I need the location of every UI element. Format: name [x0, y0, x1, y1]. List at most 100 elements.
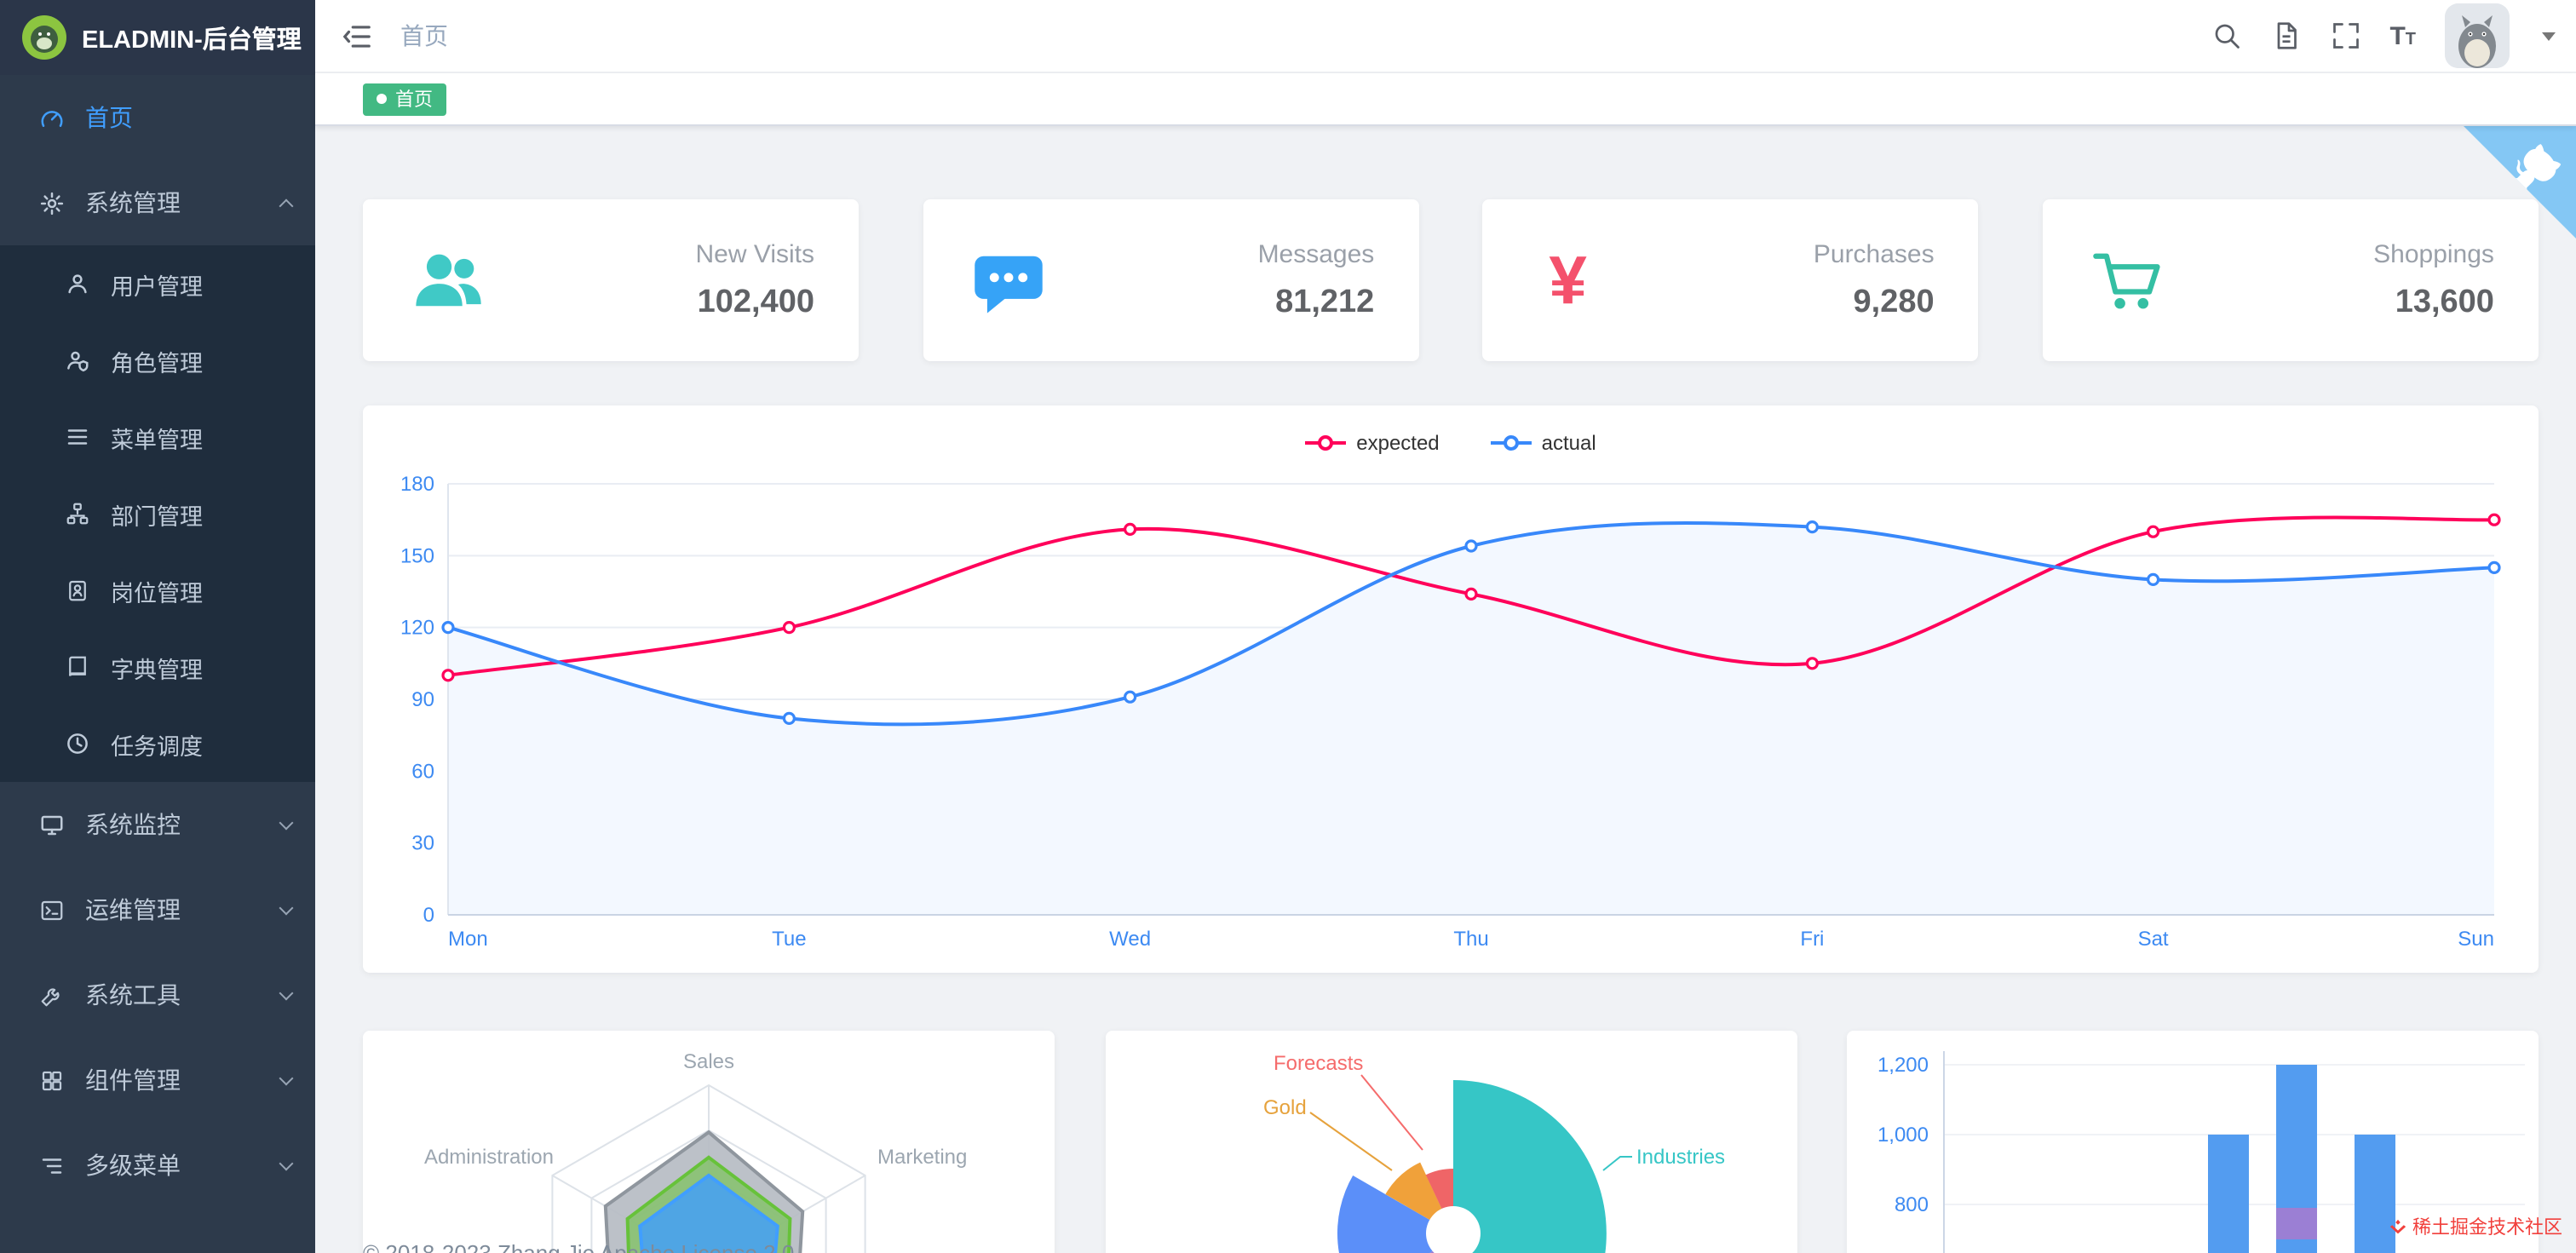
- sidebar-item-home[interactable]: 首页: [0, 75, 315, 160]
- sidebar-item-jobs[interactable]: 岗位管理: [0, 552, 315, 629]
- sidebar: ELADMIN-后台管理 首页 系统管理 用户管理 角色管理: [0, 0, 315, 1253]
- sidebar-menu: 首页 系统管理 用户管理 角色管理 菜单管理: [0, 75, 315, 1253]
- stat-value: 13,600: [2395, 284, 2494, 319]
- legend-label: expected: [1356, 431, 1440, 455]
- svg-text:90: 90: [411, 688, 434, 711]
- caret-down-icon[interactable]: [2542, 32, 2556, 40]
- sidebar-item-label: 多级菜单: [85, 1152, 181, 1179]
- sidebar-item-roles[interactable]: 角色管理: [0, 322, 315, 399]
- sidebar-item-system[interactable]: 系统管理: [0, 160, 315, 245]
- legend-marker-icon: [1305, 441, 1347, 445]
- legend-marker-icon: [1490, 441, 1532, 445]
- department-icon: [66, 503, 89, 525]
- sidebar-item-label: 运维管理: [85, 896, 181, 923]
- pie-chart-card: Forecasts Gold Industries: [1105, 1031, 1797, 1253]
- octocat-arm-icon: [2516, 159, 2524, 175]
- radar-label-administration: Administration: [423, 1145, 554, 1169]
- svg-text:180: 180: [400, 473, 434, 496]
- breadcrumb[interactable]: 首页: [400, 22, 448, 49]
- gear-icon: [40, 191, 64, 215]
- sidebar-item-ops[interactable]: 运维管理: [0, 867, 315, 952]
- svg-text:Sat: Sat: [2138, 928, 2169, 951]
- content-column: 首页 TT 首页: [315, 0, 2576, 1253]
- stat-value: 9,280: [1853, 284, 1935, 319]
- search-icon[interactable]: [2211, 20, 2241, 51]
- yen-glyph: ¥: [1549, 243, 1587, 318]
- stat-card-shoppings[interactable]: Shoppings 13,600: [2042, 199, 2539, 361]
- stat-card-new-visits[interactable]: New Visits 102,400: [363, 199, 859, 361]
- sidebar-item-users[interactable]: 用户管理: [0, 245, 315, 322]
- job-badge-icon: [69, 580, 86, 601]
- bar-chart: 1,200 1,000 800: [1877, 1051, 2525, 1253]
- radar-label-marketing: Marketing: [877, 1145, 968, 1169]
- pie-label-gold: Gold: [1263, 1095, 1307, 1119]
- github-corner-ribbon[interactable]: [2464, 126, 2576, 239]
- stat-card-messages[interactable]: Messages 81,212: [923, 199, 1419, 361]
- stat-value: 102,400: [697, 284, 814, 319]
- active-dot: [377, 94, 387, 104]
- peoples-icon: [407, 239, 489, 321]
- menu-list-icon: [67, 429, 88, 445]
- stat-card-purchases[interactable]: ¥ Purchases 9,280: [1482, 199, 1979, 361]
- logo-icon: [22, 15, 66, 60]
- svg-text:60: 60: [411, 760, 434, 783]
- multilevel-menu-icon: [42, 1158, 62, 1173]
- radar-label-sales: Sales: [682, 1049, 735, 1073]
- sidebar-item-label: 菜单管理: [111, 427, 203, 452]
- sidebar-item-label: 岗位管理: [111, 580, 203, 606]
- tags-view-bar: 首页: [315, 73, 2576, 126]
- document-icon[interactable]: [2270, 20, 2301, 51]
- chevron-down-icon: [279, 900, 294, 915]
- font-size-icon[interactable]: TT: [2389, 21, 2416, 50]
- radar-chart-card: Sales Administration Marketing: [363, 1031, 1055, 1253]
- sidebar-item-label: 任务调度: [111, 733, 203, 759]
- legend-label: actual: [1541, 431, 1596, 455]
- dictionary-icon: [69, 656, 86, 676]
- avatar[interactable]: [2445, 3, 2510, 68]
- hamburger-icon[interactable]: [341, 20, 373, 52]
- pie-chart: [1308, 1074, 1631, 1253]
- sidebar-item-menus[interactable]: 菜单管理: [0, 399, 315, 475]
- watermark: 稀土掘金技术社区: [2389, 1213, 2562, 1240]
- legend-item-expected[interactable]: expected: [1305, 431, 1440, 455]
- stat-label: Messages: [1257, 239, 1375, 268]
- bar-chart-card: 1,200 1,000 800: [1847, 1031, 2539, 1253]
- system-submenu: 用户管理 角色管理 菜单管理 部门管理 岗位管理: [0, 245, 315, 782]
- svg-text:Thu: Thu: [1453, 928, 1488, 951]
- sidebar-item-label: 字典管理: [111, 657, 203, 682]
- app-title: ELADMIN-后台管理: [82, 26, 302, 54]
- svg-text:1,200: 1,200: [1877, 1054, 1929, 1077]
- svg-text:1,000: 1,000: [1877, 1124, 1929, 1147]
- sidebar-item-monitor[interactable]: 系统监控: [0, 782, 315, 867]
- sidebar-item-tools[interactable]: 系统工具: [0, 952, 315, 1037]
- monitor-icon: [41, 814, 63, 835]
- clock-icon: [67, 733, 88, 754]
- legend-item-actual[interactable]: actual: [1490, 431, 1596, 455]
- svg-text:150: 150: [400, 544, 434, 567]
- sidebar-logo-row[interactable]: ELADMIN-后台管理: [0, 0, 315, 75]
- chevron-up-icon: [279, 198, 294, 213]
- footer-copyright: © 2018-2023 Zhang Jie Apache License 2.0: [363, 1240, 795, 1253]
- sidebar-item-multilevel[interactable]: 多级菜单: [0, 1123, 315, 1208]
- svg-text:Sun: Sun: [2458, 928, 2494, 951]
- role-icon: [67, 351, 89, 372]
- sidebar-item-label: 系统工具: [85, 981, 181, 1009]
- stat-label: Shoppings: [2373, 239, 2494, 268]
- sidebar-item-components[interactable]: 组件管理: [0, 1037, 315, 1123]
- sidebar-item-label: 部门管理: [111, 503, 203, 529]
- octocat-body-icon: [2515, 144, 2562, 190]
- shopping-cart-icon: [2087, 239, 2169, 321]
- svg-text:Tue: Tue: [772, 928, 806, 951]
- fullscreen-icon[interactable]: [2330, 20, 2360, 51]
- money-icon: ¥: [1527, 239, 1609, 321]
- watermark-icon: [2389, 1218, 2406, 1233]
- sidebar-item-dictionary[interactable]: 字典管理: [0, 629, 315, 705]
- svg-text:Fri: Fri: [1800, 928, 1824, 951]
- sidebar-item-departments[interactable]: 部门管理: [0, 475, 315, 552]
- sidebar-item-label: 首页: [85, 104, 133, 131]
- sidebar-item-scheduler[interactable]: 任务调度: [0, 705, 315, 782]
- tag-home[interactable]: 首页: [363, 83, 446, 115]
- stat-value: 81,212: [1275, 284, 1375, 319]
- bottom-charts-row: Sales Administration Marketing Forecasts…: [363, 1031, 2539, 1253]
